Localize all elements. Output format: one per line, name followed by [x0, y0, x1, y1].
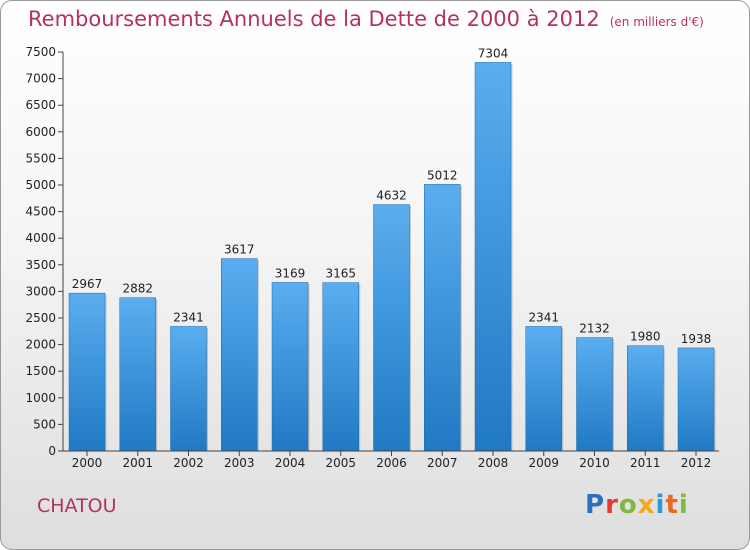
y-tick-label: 7500	[25, 45, 56, 59]
data-label: 2341	[528, 310, 559, 324]
data-label: 2882	[122, 282, 153, 296]
bar	[677, 347, 715, 452]
x-tick-label: 2009	[528, 456, 559, 470]
data-label: 1980	[630, 330, 661, 344]
bar	[576, 337, 613, 452]
bar	[373, 204, 410, 452]
data-label: 4632	[376, 189, 407, 203]
y-tick-label: 0	[48, 444, 56, 458]
x-tick-label: 2006	[376, 456, 407, 470]
x-tick-label: 2008	[478, 456, 509, 470]
bar	[271, 282, 309, 452]
y-tick-label: 6000	[25, 125, 56, 139]
chart-title-unit: (en milliers d'€)	[609, 15, 704, 29]
logo-letter: i	[678, 490, 689, 520]
y-tick-label: 1000	[25, 391, 56, 405]
logo-letter: r	[605, 490, 619, 520]
x-tick-label: 2007	[427, 456, 458, 470]
x-tick-label: 2000	[72, 456, 103, 470]
x-tick-label: 2011	[630, 456, 661, 470]
data-label: 5012	[427, 168, 458, 182]
y-tick-label: 3500	[25, 258, 56, 272]
bar	[525, 326, 562, 452]
bar	[119, 297, 156, 452]
x-tick-label: 2002	[173, 456, 204, 470]
bar	[221, 258, 258, 452]
y-tick-label: 5500	[25, 151, 56, 165]
y-tick-label: 500	[33, 417, 56, 431]
bar	[322, 282, 359, 452]
data-label: 7304	[478, 46, 509, 60]
chart-title: Remboursements Annuels de la Dette de 20…	[28, 7, 704, 31]
y-tick-label: 3000	[25, 284, 56, 298]
y-tick-label: 1500	[25, 364, 56, 378]
logo-letter: t	[665, 490, 679, 520]
logo-letter: o	[618, 490, 638, 520]
data-label: 3169	[275, 266, 306, 280]
logo-letter: P	[585, 490, 606, 520]
bar	[474, 62, 512, 452]
data-label: 3165	[325, 267, 356, 281]
y-tick-label: 6500	[25, 98, 56, 112]
bar	[424, 184, 461, 452]
y-tick-label: 2000	[25, 338, 56, 352]
logo-letter: i	[655, 490, 666, 520]
y-tick-label: 5000	[25, 178, 56, 192]
y-tick-label: 4000	[25, 231, 56, 245]
x-tick-label: 2004	[275, 456, 306, 470]
bar	[170, 326, 207, 452]
x-tick-label: 2003	[224, 456, 255, 470]
y-tick-label: 2500	[25, 311, 56, 325]
x-tick-label: 2010	[579, 456, 610, 470]
logo-letter: x	[637, 490, 656, 520]
proxiti-logo: Proxiti	[585, 490, 689, 520]
y-tick-label: 7000	[25, 72, 56, 86]
x-tick-label: 2001	[122, 456, 153, 470]
y-tick-label: 4500	[25, 205, 56, 219]
bar	[627, 345, 664, 452]
x-tick-label: 2005	[325, 456, 356, 470]
data-label: 3617	[224, 243, 255, 257]
city-name: CHATOU	[37, 495, 117, 517]
data-label: 2967	[72, 277, 103, 291]
x-tick-label: 2012	[681, 456, 712, 470]
data-label: 1938	[681, 332, 712, 346]
data-label: 2341	[173, 310, 204, 324]
chart-title-main: Remboursements Annuels de la Dette de 20…	[28, 7, 600, 31]
data-label: 2132	[579, 322, 610, 336]
bar	[68, 292, 106, 452]
